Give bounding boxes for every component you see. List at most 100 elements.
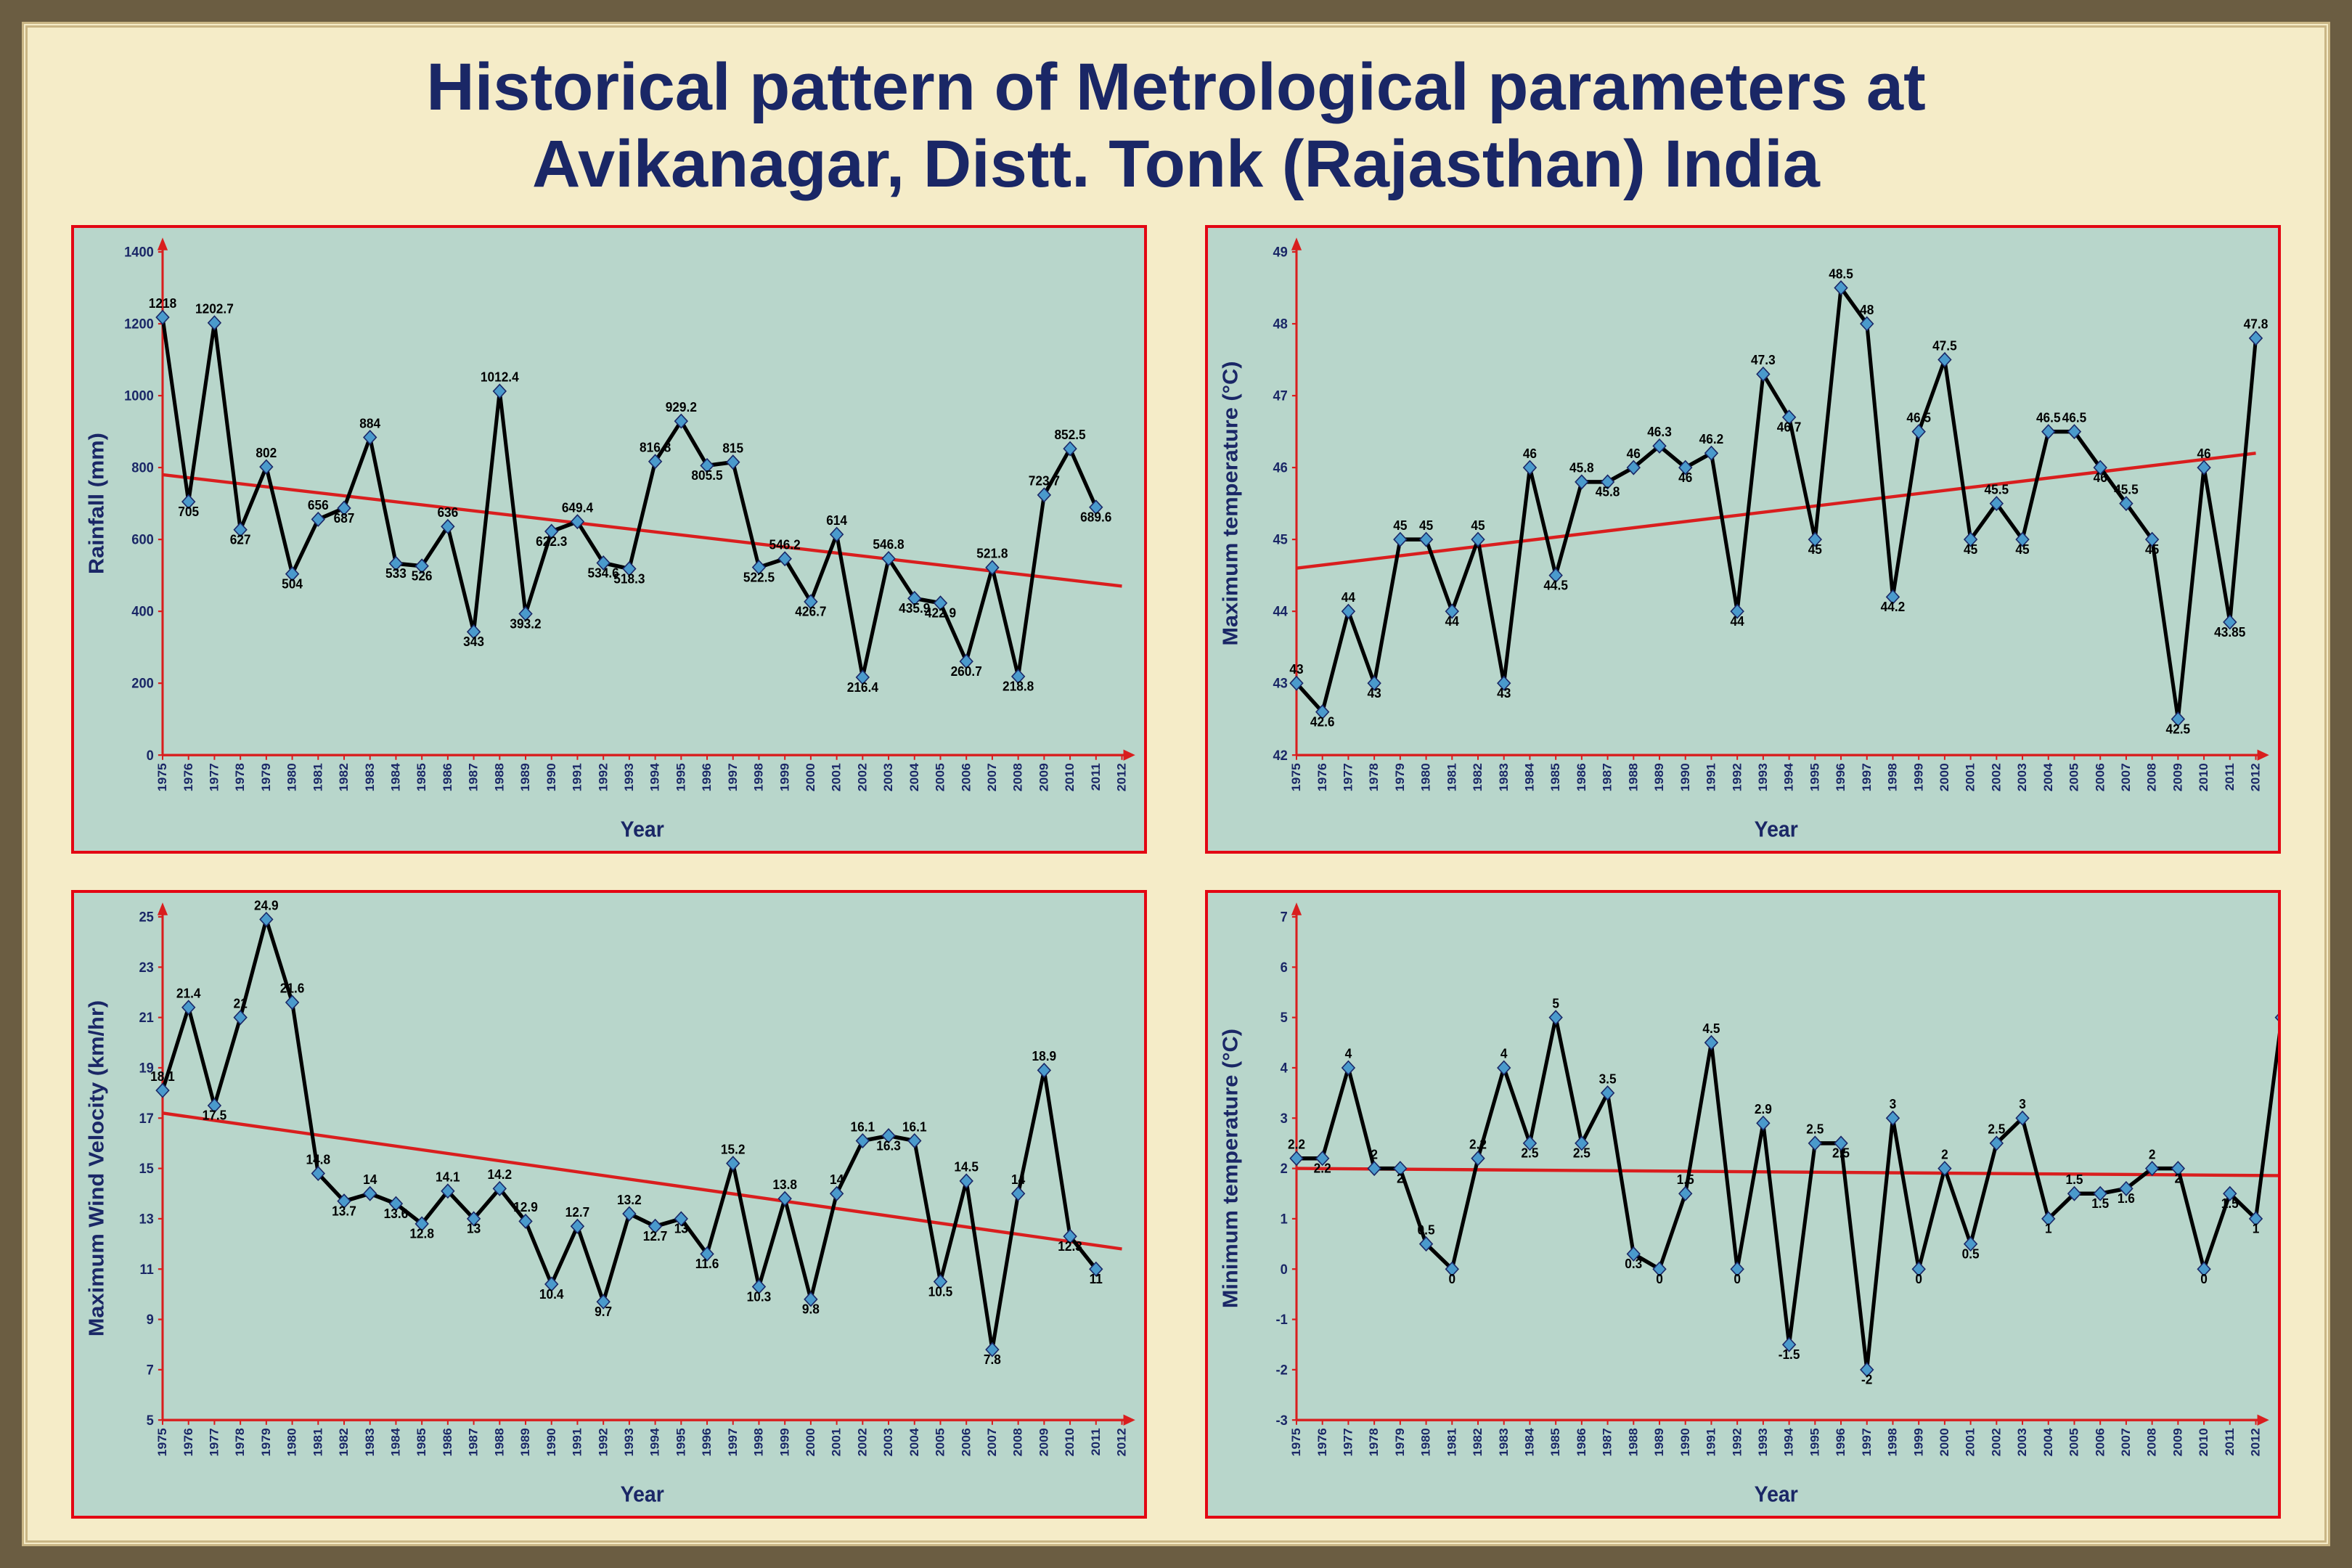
svg-text:521.8: 521.8 <box>976 546 1008 561</box>
svg-text:1975: 1975 <box>1290 1428 1303 1456</box>
svg-text:45.5: 45.5 <box>2114 481 2139 497</box>
svg-text:21: 21 <box>234 996 248 1011</box>
svg-text:2012: 2012 <box>1115 1428 1128 1456</box>
svg-text:0.3: 0.3 <box>1625 1256 1642 1271</box>
svg-text:2004: 2004 <box>2041 1427 2054 1456</box>
svg-text:1978: 1978 <box>234 1428 247 1456</box>
svg-text:2: 2 <box>2149 1147 2156 1162</box>
svg-text:1987: 1987 <box>1601 763 1614 791</box>
svg-text:1992: 1992 <box>1731 763 1744 791</box>
svg-text:1994: 1994 <box>648 1427 661 1456</box>
svg-text:2001: 2001 <box>830 1428 843 1456</box>
svg-text:48: 48 <box>1273 317 1287 332</box>
svg-text:0: 0 <box>1734 1271 1741 1286</box>
svg-text:1994: 1994 <box>648 762 661 791</box>
svg-text:2.2: 2.2 <box>1314 1161 1331 1176</box>
svg-text:852.5: 852.5 <box>1054 427 1085 442</box>
svg-text:622.3: 622.3 <box>536 534 567 549</box>
svg-text:1984: 1984 <box>389 1427 402 1456</box>
svg-text:2006: 2006 <box>2094 763 2107 791</box>
svg-text:2.5: 2.5 <box>1832 1146 1850 1161</box>
svg-text:24.9: 24.9 <box>254 897 279 912</box>
svg-text:12.7: 12.7 <box>565 1204 590 1220</box>
svg-text:46: 46 <box>2094 470 2107 485</box>
svg-text:2002: 2002 <box>856 763 869 791</box>
svg-text:1991: 1991 <box>571 763 584 791</box>
svg-text:2000: 2000 <box>1938 1428 1951 1456</box>
svg-text:1202.7: 1202.7 <box>195 301 234 316</box>
svg-text:Rainfall (mm): Rainfall (mm) <box>86 433 109 574</box>
svg-text:1989: 1989 <box>1653 763 1666 791</box>
svg-text:18.9: 18.9 <box>1032 1048 1057 1063</box>
svg-text:2003: 2003 <box>2016 1428 2029 1456</box>
svg-text:25: 25 <box>139 910 154 926</box>
svg-text:1: 1 <box>2253 1221 2260 1236</box>
svg-text:1996: 1996 <box>701 1428 714 1456</box>
svg-text:2007: 2007 <box>2120 763 2133 791</box>
chart-wind: 5791113151719212325197519761977197819791… <box>71 890 1147 1519</box>
svg-text:2: 2 <box>1371 1147 1378 1162</box>
svg-text:1218: 1218 <box>149 295 176 311</box>
svg-text:Year: Year <box>621 1482 665 1506</box>
svg-text:0.5: 0.5 <box>1962 1246 1980 1262</box>
svg-text:1983: 1983 <box>1497 1428 1510 1456</box>
svg-text:21: 21 <box>139 1010 154 1026</box>
svg-text:216.4: 216.4 <box>847 679 878 695</box>
svg-text:1995: 1995 <box>674 1428 687 1456</box>
svg-text:800: 800 <box>131 460 154 476</box>
svg-text:1985: 1985 <box>415 1428 428 1456</box>
svg-text:1986: 1986 <box>441 1428 454 1456</box>
svg-text:2.9: 2.9 <box>1755 1101 1772 1116</box>
svg-text:14: 14 <box>363 1172 377 1187</box>
svg-text:1986: 1986 <box>1575 763 1588 791</box>
svg-text:5: 5 <box>147 1413 155 1429</box>
svg-text:1998: 1998 <box>752 1428 765 1456</box>
svg-text:1984: 1984 <box>1523 762 1536 791</box>
svg-text:43.85: 43.85 <box>2214 624 2245 640</box>
svg-text:1998: 1998 <box>752 763 765 791</box>
svg-text:47: 47 <box>1273 388 1287 404</box>
svg-text:2008: 2008 <box>1011 763 1024 791</box>
svg-text:-1.5: -1.5 <box>1779 1347 1800 1362</box>
svg-text:7: 7 <box>147 1363 154 1379</box>
svg-text:14.5: 14.5 <box>954 1159 979 1175</box>
svg-text:1.5: 1.5 <box>2221 1196 2239 1211</box>
svg-text:1990: 1990 <box>1678 1428 1691 1456</box>
svg-text:1995: 1995 <box>1808 1428 1821 1456</box>
svg-text:2005: 2005 <box>2067 1428 2081 1456</box>
svg-text:Year: Year <box>621 817 665 841</box>
svg-text:46: 46 <box>1678 470 1692 485</box>
svg-text:2011: 2011 <box>2223 1428 2236 1455</box>
svg-text:1980: 1980 <box>1419 1428 1432 1456</box>
svg-text:46.5: 46.5 <box>1906 409 1931 425</box>
svg-text:705: 705 <box>178 504 199 519</box>
charts-grid: 0200400600800100012001400197519761977197… <box>71 225 2281 1519</box>
svg-text:14.2: 14.2 <box>487 1167 512 1182</box>
svg-text:689.6: 689.6 <box>1080 510 1111 525</box>
svg-text:2000: 2000 <box>1938 763 1951 791</box>
svg-text:546.2: 546.2 <box>769 537 801 552</box>
svg-text:13: 13 <box>139 1212 153 1228</box>
svg-text:1993: 1993 <box>623 763 636 791</box>
svg-text:1998: 1998 <box>1886 763 1899 791</box>
svg-text:1997: 1997 <box>1860 1428 1873 1456</box>
svg-text:45: 45 <box>1964 542 1977 557</box>
svg-text:42.5: 42.5 <box>2166 721 2191 736</box>
svg-text:-2: -2 <box>1861 1372 1872 1387</box>
svg-text:2.5: 2.5 <box>1988 1122 2005 1137</box>
svg-text:-3: -3 <box>1276 1413 1288 1429</box>
page-title: Historical pattern of Metrological param… <box>71 49 2281 203</box>
svg-text:46: 46 <box>1273 460 1287 476</box>
svg-text:1986: 1986 <box>441 763 454 791</box>
svg-text:-1: -1 <box>1276 1312 1289 1328</box>
svg-text:6: 6 <box>1281 960 1288 976</box>
svg-text:526: 526 <box>412 568 433 584</box>
svg-text:1999: 1999 <box>778 763 791 791</box>
svg-text:4.5: 4.5 <box>1702 1021 1720 1036</box>
svg-text:Minimum temperature (°C): Minimum temperature (°C) <box>1220 1029 1243 1308</box>
svg-text:1982: 1982 <box>1471 763 1485 791</box>
svg-text:1992: 1992 <box>597 1428 610 1456</box>
svg-text:43: 43 <box>1497 685 1511 701</box>
svg-text:627: 627 <box>230 532 251 547</box>
svg-text:0: 0 <box>1656 1271 1663 1286</box>
